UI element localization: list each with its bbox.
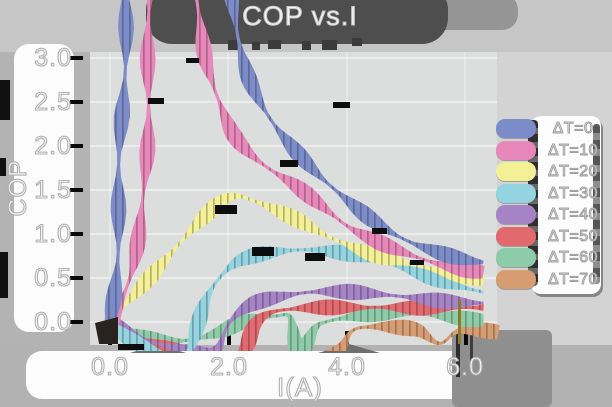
title-shadow-jag — [268, 40, 281, 49]
gridline — [227, 52, 229, 345]
y-tick-label: 0.0 — [34, 307, 72, 336]
legend-swatch — [496, 248, 536, 267]
title-shadow-jag — [228, 40, 239, 50]
edge-shadow-bar — [0, 252, 8, 298]
x-tick-label: 0.0 — [91, 352, 129, 381]
legend-label: ΔT=0 — [552, 120, 594, 138]
debris-mark — [305, 253, 325, 261]
debris-mark — [215, 205, 237, 214]
legend-shadow-strip-left — [528, 120, 538, 286]
legend-label: ΔT=40 — [547, 206, 599, 224]
gridline — [90, 189, 497, 191]
gridline — [90, 233, 497, 235]
debris-mark — [148, 98, 164, 104]
edge-shadow-bar — [0, 80, 10, 120]
y-tick-label-backing — [14, 44, 74, 332]
debris-mark — [280, 160, 298, 167]
gridline — [90, 57, 497, 59]
edge-shadow-bar — [0, 158, 6, 176]
y-tick-mark — [70, 276, 83, 280]
legend-swatch — [496, 119, 536, 138]
debris-mark — [372, 228, 387, 234]
legend-swatch — [496, 270, 536, 289]
legend-item: ΔT=10 — [496, 141, 606, 161]
legend-item: ΔT=30 — [496, 184, 606, 204]
x-tick-label-backing — [26, 351, 474, 399]
gridline — [346, 52, 348, 345]
y-tick-label: 0.5 — [34, 263, 72, 292]
olive-artifact-line — [458, 300, 461, 344]
legend-label: ΔT=50 — [547, 228, 599, 246]
legend-label: ΔT=10 — [547, 142, 599, 160]
legend-label: ΔT=20 — [547, 163, 599, 181]
y-tick-mark — [70, 56, 83, 60]
gridline — [90, 145, 497, 147]
legend-label: ΔT=30 — [547, 185, 599, 203]
debris-mark — [333, 102, 350, 108]
x-tick-mark — [464, 331, 468, 345]
gridline — [90, 277, 497, 279]
gridline — [109, 52, 111, 345]
legend-swatch — [496, 184, 536, 203]
y-tick-label: 2.0 — [34, 131, 72, 160]
title-shadow-jag — [252, 42, 260, 50]
legend-item: ΔT=0 — [496, 119, 606, 139]
x-tick-label: 4.0 — [328, 352, 366, 381]
y-tick-label: 3.0 — [34, 43, 72, 72]
title-shadow-jag — [352, 38, 362, 46]
y-tick-mark — [70, 320, 83, 324]
y-tick-label: 1.0 — [34, 219, 72, 248]
y-axis-label: COP — [3, 159, 32, 217]
legend-shadow-strip-right — [593, 124, 600, 284]
plot-area — [90, 52, 497, 345]
legend-box — [531, 116, 601, 294]
title-shadow-jag — [322, 40, 337, 50]
y-tick-mark — [70, 232, 83, 236]
legend-item: ΔT=60 — [496, 248, 606, 268]
legend-label: ΔT=70 — [547, 271, 599, 289]
y-tick-mark — [70, 144, 83, 148]
y-tick-mark — [70, 100, 83, 104]
shadow-dash — [456, 333, 460, 377]
legend-item: ΔT=50 — [496, 227, 606, 247]
legend-swatch — [496, 141, 536, 160]
x-tick-label: 6.0 — [446, 352, 484, 381]
legend-swatch — [496, 205, 536, 224]
x-tick-mark — [227, 331, 231, 345]
legend-swatch — [496, 227, 536, 246]
gridline — [464, 52, 466, 345]
x-tick-mark — [345, 331, 349, 345]
debris-mark — [410, 260, 424, 265]
x-tick-label: 2.0 — [210, 352, 248, 381]
title-shadow-jag — [302, 41, 311, 50]
y-tick-label: 1.5 — [34, 175, 72, 204]
legend-swatch — [496, 162, 536, 181]
y-tick-label: 2.5 — [34, 87, 72, 116]
legend-item: ΔT=40 — [496, 205, 606, 225]
y-tick-mark — [70, 188, 83, 192]
chart-title: COP vs.I — [242, 0, 358, 31]
gridline — [90, 321, 497, 323]
debris-mark — [186, 58, 199, 63]
legend-item: ΔT=70 — [496, 270, 606, 290]
debris-mark — [252, 247, 274, 256]
x-axis-label: I(A) — [276, 372, 323, 402]
debris-mark — [118, 344, 144, 350]
legend: ΔT=0 ΔT=10 ΔT=20 ΔT=30 ΔT=40 ΔT=50 ΔT=60 — [488, 112, 612, 302]
legend-item: ΔT=20 — [496, 162, 606, 182]
legend-label: ΔT=60 — [547, 249, 599, 267]
